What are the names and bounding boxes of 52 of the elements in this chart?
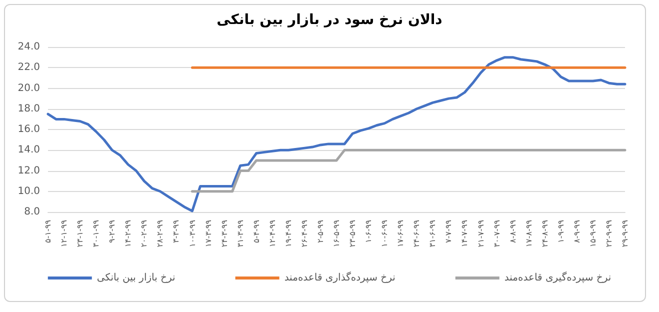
x-tick-label: ۲۶-۴-۹۹ <box>300 220 309 248</box>
x-tick-label: ۷-۷-۹۹ <box>444 220 454 243</box>
y-tick-label: 8.0 <box>24 206 40 218</box>
x-tick-label: ۱۴-۷-۹۹ <box>460 220 470 248</box>
x-tick-label: ۳-۳-۹۹ <box>172 220 181 243</box>
x-tick-label: ۲۰-۲-۹۹ <box>140 220 149 248</box>
x-tick-label: ۲-۵-۹۹ <box>316 220 325 243</box>
y-tick-label: 22.0 <box>18 62 40 74</box>
x-tick-label: ۳۰-۱-۹۹ <box>92 220 101 248</box>
x-tick-label: ۲۳-۵-۹۹ <box>348 220 358 248</box>
x-tick-label: ۱۷-۳-۹۹ <box>204 220 213 248</box>
x-tick-label: ۵-۱-۹۹ <box>44 220 52 243</box>
legend-label: نرخ سپرده‌گذاری قاعده‌مند <box>284 272 396 284</box>
x-tick-label: ۱-۹-۹۹ <box>556 220 566 243</box>
x-tick-label: ۱۵-۹-۹۹ <box>588 220 598 248</box>
x-tick-label: ۲۳-۱-۹۹ <box>76 220 85 248</box>
y-tick-label: 16.0 <box>18 124 40 135</box>
x-tick-label: ۵-۴-۹۹ <box>252 220 261 243</box>
x-tick-label: ۱۷-۶-۹۹ <box>396 220 406 248</box>
y-tick-label: 14.0 <box>18 144 40 156</box>
x-tick-label: ۲۲-۹-۹۹ <box>604 220 614 248</box>
line-series <box>191 148 626 193</box>
x-tick-label: ۱۰-۶-۹۹ <box>380 220 390 248</box>
x-tick-label: ۱۰-۳-۹۹ <box>188 220 197 248</box>
x-tick-label: ۸-۸-۹۹ <box>508 220 518 243</box>
x-tick-label: ۲۱-۷-۹۹ <box>476 220 486 248</box>
y-tick-label: 12.0 <box>18 165 40 176</box>
x-tick-label: ۸-۹-۹۹ <box>572 220 582 243</box>
x-tick-label: ۲۴-۶-۹۹ <box>412 220 422 248</box>
y-tick-label: 18.0 <box>18 103 40 114</box>
y-tick-label: 24.0 <box>18 42 40 52</box>
x-tick-label: ۳۱-۶-۹۹ <box>428 220 438 248</box>
x-tick-label: ۳۱-۳-۹۹ <box>236 220 245 248</box>
x-tick-label: ۱۶-۵-۹۹ <box>332 220 341 248</box>
chart-title: دالان نرخ سود در بازار بین بانکی <box>216 12 442 28</box>
x-tick-label: ۱۹-۴-۹۹ <box>284 220 293 248</box>
x-tick-label: ۲۸-۲-۹۹ <box>156 220 165 248</box>
legend-label: نرخ بازار بین بانکی <box>96 272 176 284</box>
x-tick-label: ۲۹-۹-۹۹ <box>620 220 630 248</box>
y-tick-label: 20.0 <box>18 82 40 94</box>
x-tick-label: ۱-۶-۹۹ <box>364 220 374 243</box>
y-tick-label: 10.0 <box>18 186 40 197</box>
x-tick-label: ۳۰-۷-۹۹ <box>492 220 502 248</box>
line-series <box>46 56 626 212</box>
x-tick-label: ۱۷-۸-۹۹ <box>524 220 534 248</box>
legend-label: نرخ سپرده‌گیری قاعده‌مند <box>504 272 612 284</box>
x-tick-label: ۱۴-۲-۹۹ <box>124 220 133 248</box>
x-tick-label: ۱۲-۱-۹۹ <box>60 220 69 248</box>
x-tick-label: ۱۲-۴-۹۹ <box>268 220 277 248</box>
x-tick-label: ۹-۲-۹۹ <box>108 220 117 243</box>
x-tick-label: ۲۴-۸-۹۹ <box>540 220 550 248</box>
x-tick-label: ۲۴-۳-۹۹ <box>220 220 229 248</box>
